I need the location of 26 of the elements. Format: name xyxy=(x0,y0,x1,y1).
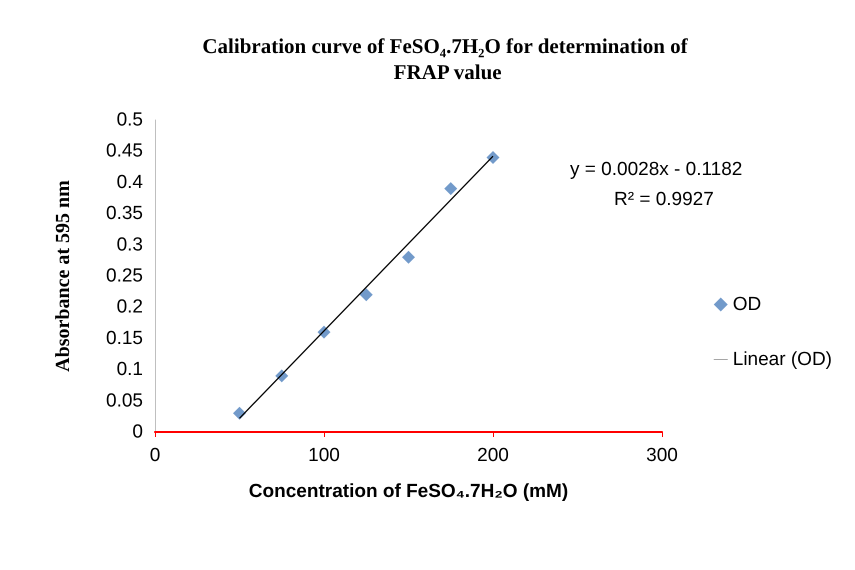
legend-label: Linear (OD) xyxy=(732,349,832,370)
y-axis-title: Absorbance at 595 nm xyxy=(52,180,74,372)
y-tick-label: 0.1 xyxy=(116,359,143,380)
y-tick-label: 0.4 xyxy=(116,172,144,193)
x-tick-label: 200 xyxy=(477,445,509,466)
y-tick-label: 0.05 xyxy=(106,390,143,412)
y-tick-label: 0.5 xyxy=(116,110,143,130)
annotation: R² = 0.9927 xyxy=(614,189,714,210)
x-tick-label: 0 xyxy=(150,445,160,466)
y-tick-label: 0 xyxy=(132,422,143,442)
point xyxy=(444,182,458,196)
legend-label: OD xyxy=(732,294,762,315)
point xyxy=(402,250,415,264)
annotation: y = 0.0028x - 0.1182 xyxy=(570,159,742,180)
point xyxy=(486,150,500,164)
y-tick-label: 0.25 xyxy=(106,266,143,286)
x-tick-label: 300 xyxy=(646,445,678,466)
y-tick-label: 0.3 xyxy=(116,234,143,256)
y-tick-label: 0.45 xyxy=(106,140,143,162)
y-tick-label: 0.2 xyxy=(116,296,143,318)
x-axis-title: Concentration of FeSO₄.7H₂O (mM) xyxy=(248,481,568,502)
chart-title: Calibration curve of FeSO₄.7H₂O for determination of FRAP value xyxy=(202,34,689,84)
y-tick-label: 0.35 xyxy=(106,203,143,224)
x-tick-label: 100 xyxy=(308,445,340,466)
point xyxy=(360,288,373,302)
y-tick-label: 0.15 xyxy=(106,328,143,349)
